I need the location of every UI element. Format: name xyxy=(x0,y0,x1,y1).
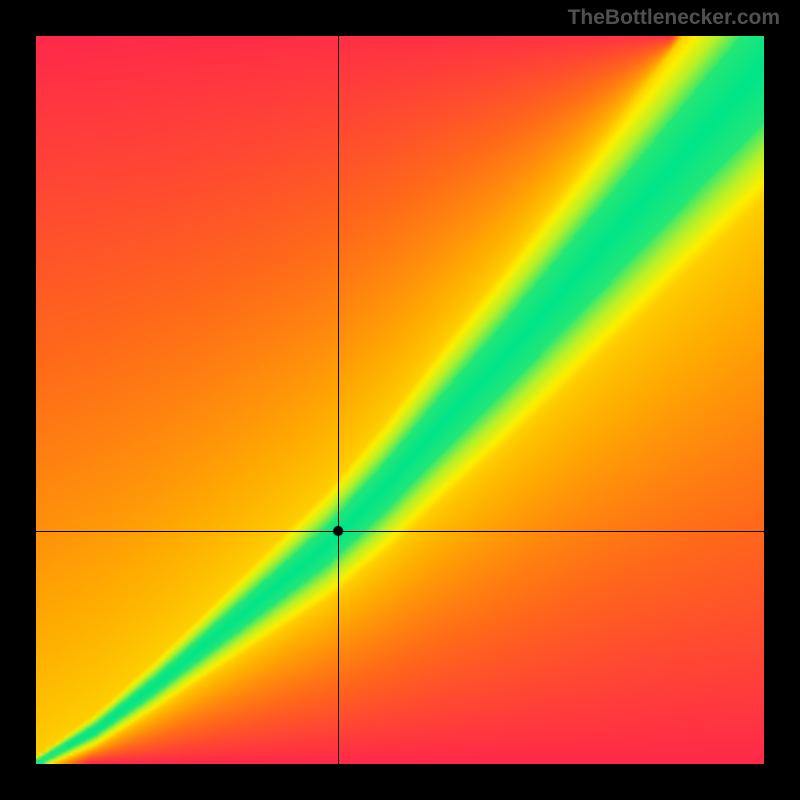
watermark-text: TheBottlenecker.com xyxy=(568,6,780,30)
heatmap-canvas xyxy=(36,36,764,764)
crosshair-horizontal xyxy=(36,531,764,532)
chart-container: TheBottlenecker.com xyxy=(0,0,800,800)
crosshair-vertical xyxy=(338,36,339,764)
